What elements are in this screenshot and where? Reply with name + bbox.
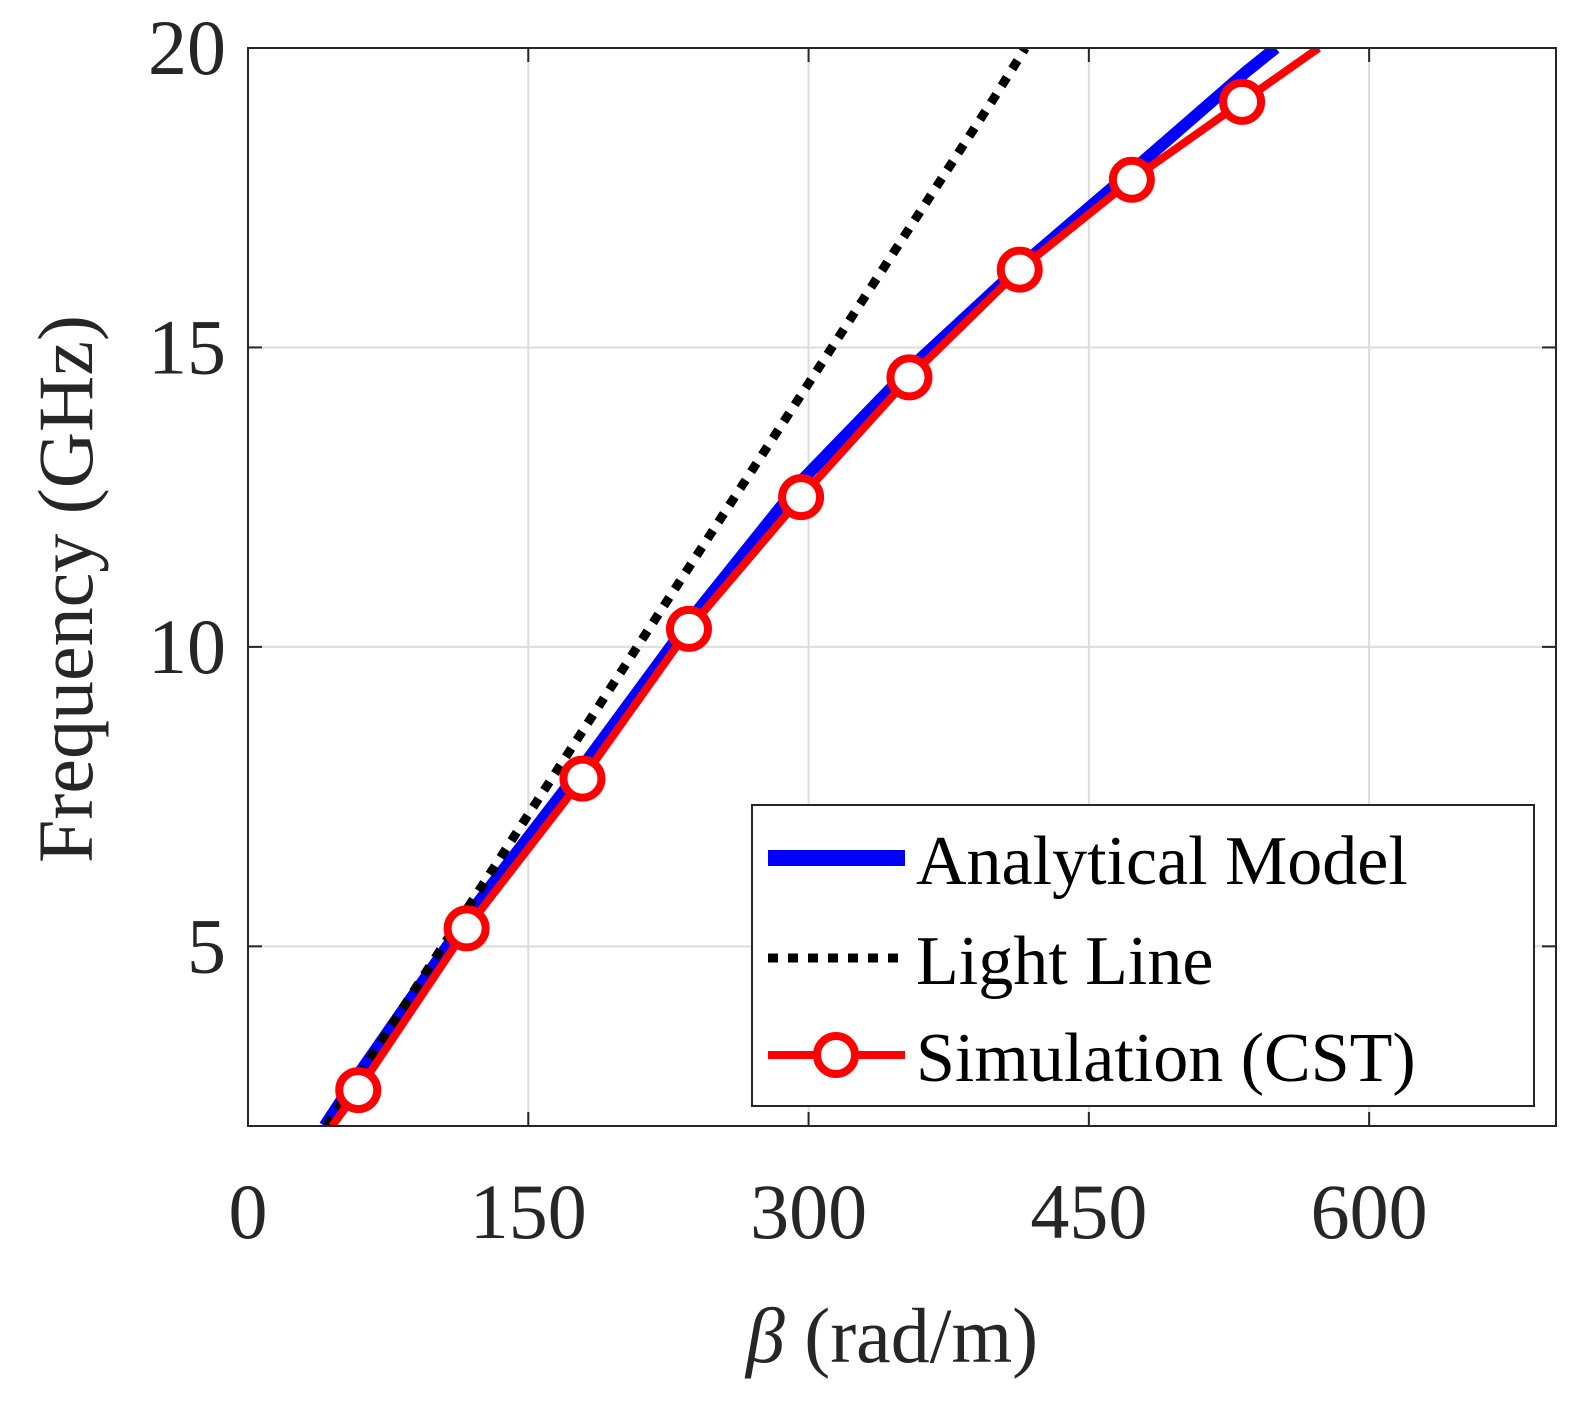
x-axis-unit: (rad/m) [785, 1292, 1038, 1379]
simulation-marker [778, 474, 825, 521]
y-tick-label: 5 [187, 902, 226, 989]
simulation-marker [443, 905, 490, 952]
series-layer [319, 48, 1322, 1126]
y-tick-label: 15 [148, 303, 226, 390]
legend-marker [813, 1032, 859, 1078]
legend-items: Analytical Model Light Line Simulation (CS… [768, 823, 1416, 1097]
legend: Analytical Model Light Line Simulation (CS… [751, 804, 1535, 1107]
y-tick-label: 10 [148, 603, 226, 690]
x-tick-label: 450 [1030, 1168, 1147, 1255]
ticks [247, 47, 1556, 1126]
x-tick-label: 600 [1311, 1168, 1428, 1255]
x-tick-label: 0 [229, 1168, 268, 1255]
simulation-marker [1219, 78, 1266, 125]
y-axis-label: Frequency (GHz) [22, 315, 109, 863]
simulation-marker [559, 755, 606, 802]
simulation-marker [335, 1067, 382, 1114]
axes-box [247, 47, 1557, 1127]
plot-area [247, 47, 1557, 1127]
x-axis-label: β (rad/m) [744, 1292, 1038, 1379]
simulation-marker [886, 354, 933, 401]
simulation-marker [1108, 156, 1155, 203]
x-axis-symbol: β [744, 1292, 785, 1379]
y-tick-label: 20 [148, 4, 226, 91]
simulation-marker [996, 246, 1043, 293]
tick-labels: 0 150 300 450 600 5 10 15 20 [148, 4, 1428, 1255]
x-tick-label: 150 [470, 1168, 587, 1255]
x-tick-label: 300 [750, 1168, 867, 1255]
simulation-marker [665, 605, 712, 652]
legend-label: Light Line [916, 923, 1213, 1000]
legend-label: Analytical Model [916, 823, 1408, 900]
legend-label: Simulation (CST) [916, 1020, 1416, 1097]
